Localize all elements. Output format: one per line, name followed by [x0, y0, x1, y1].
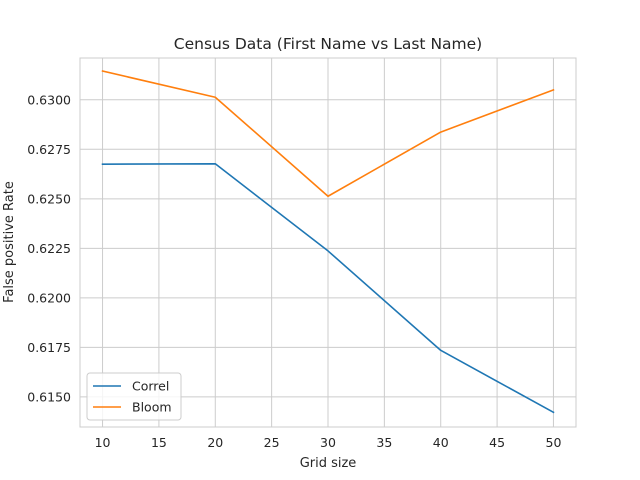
x-tick-label: 10: [95, 435, 111, 450]
y-axis-label: False positive Rate: [2, 181, 17, 303]
legend-label-correl: Correl: [132, 379, 169, 394]
x-tick-label: 50: [546, 435, 562, 450]
x-tick-label: 20: [207, 435, 223, 450]
x-tick-label: 40: [433, 435, 449, 450]
x-axis-ticks: 10 15 20 25 30 35 40 45 50: [95, 435, 562, 450]
y-tick-label: 0.6300: [27, 92, 71, 107]
legend-entries: Correl Bloom: [93, 379, 172, 415]
legend: Correl Bloom: [86, 372, 182, 421]
series-layer: [101, 70, 555, 414]
y-axis-ticks: 0.6150 0.6175 0.6200 0.6225 0.6250 0.6275 0.63…: [27, 92, 71, 404]
y-tick-label: 0.6225: [27, 241, 71, 256]
legend-box: [86, 372, 182, 421]
y-tick-label: 0.6200: [27, 290, 71, 305]
y-tick-label: 0.6175: [27, 340, 71, 355]
x-tick-label: 30: [320, 435, 336, 450]
y-tick-label: 0.6275: [27, 142, 71, 157]
y-tick-label: 0.6150: [27, 389, 71, 404]
x-axis-label: Grid size: [300, 456, 357, 471]
chart-title: Census Data (First Name vs Last Name): [174, 35, 482, 53]
y-tick-label: 0.6250: [27, 191, 71, 206]
x-tick-label: 35: [376, 435, 392, 450]
x-tick-label: 15: [151, 435, 167, 450]
legend-label-bloom: Bloom: [132, 400, 172, 415]
plot-frame: [79, 57, 577, 428]
grid-lines: [80, 58, 576, 427]
x-tick-label: 25: [264, 435, 280, 450]
x-tick-label: 45: [489, 435, 505, 450]
